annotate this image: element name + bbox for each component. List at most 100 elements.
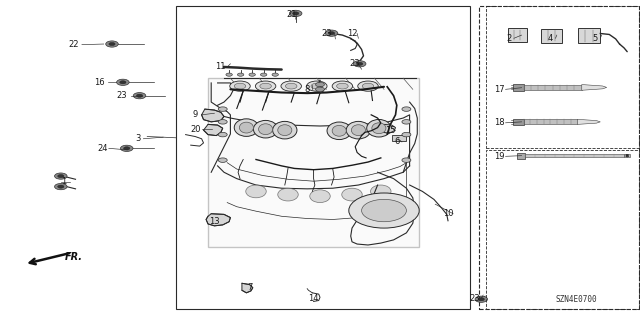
Circle shape bbox=[237, 73, 244, 76]
Bar bbox=[486, 6, 639, 148]
Text: 19: 19 bbox=[494, 152, 504, 161]
Ellipse shape bbox=[278, 188, 298, 201]
Circle shape bbox=[332, 81, 353, 91]
Bar bbox=[524, 119, 577, 124]
Text: 20: 20 bbox=[190, 125, 200, 134]
Circle shape bbox=[218, 120, 227, 124]
Circle shape bbox=[325, 30, 338, 36]
Circle shape bbox=[230, 81, 250, 91]
Circle shape bbox=[272, 73, 278, 76]
Circle shape bbox=[307, 81, 327, 91]
Circle shape bbox=[402, 107, 411, 111]
Text: 7: 7 bbox=[247, 283, 252, 292]
Circle shape bbox=[328, 32, 335, 35]
Circle shape bbox=[249, 73, 255, 76]
Ellipse shape bbox=[278, 125, 292, 136]
Text: 5: 5 bbox=[593, 34, 598, 43]
Bar bbox=[517, 153, 525, 159]
Circle shape bbox=[218, 158, 227, 162]
Ellipse shape bbox=[332, 125, 346, 136]
Ellipse shape bbox=[310, 190, 330, 203]
Circle shape bbox=[281, 81, 301, 91]
Ellipse shape bbox=[239, 122, 253, 133]
Bar bbox=[624, 154, 630, 157]
Polygon shape bbox=[242, 283, 253, 293]
Circle shape bbox=[260, 83, 271, 89]
Circle shape bbox=[58, 185, 64, 188]
Circle shape bbox=[362, 83, 374, 89]
Polygon shape bbox=[202, 109, 224, 122]
Circle shape bbox=[311, 83, 323, 89]
Circle shape bbox=[285, 83, 297, 89]
Circle shape bbox=[109, 42, 115, 46]
Circle shape bbox=[260, 73, 267, 76]
Polygon shape bbox=[582, 85, 607, 90]
Bar bbox=[479, 6, 639, 309]
Ellipse shape bbox=[351, 125, 365, 136]
Circle shape bbox=[402, 120, 411, 124]
Circle shape bbox=[353, 61, 366, 67]
Circle shape bbox=[58, 174, 64, 178]
Text: 3: 3 bbox=[135, 134, 140, 143]
Circle shape bbox=[316, 87, 324, 92]
Bar bbox=[524, 85, 582, 90]
Circle shape bbox=[356, 62, 363, 65]
Text: 16: 16 bbox=[94, 78, 104, 87]
Circle shape bbox=[218, 132, 227, 137]
Circle shape bbox=[234, 83, 246, 89]
Text: FR.: FR. bbox=[65, 252, 83, 262]
Bar bbox=[525, 154, 624, 157]
Circle shape bbox=[54, 183, 67, 190]
Circle shape bbox=[358, 81, 378, 91]
Polygon shape bbox=[577, 119, 600, 124]
Text: 9: 9 bbox=[193, 110, 198, 119]
Text: 23: 23 bbox=[350, 59, 360, 68]
Bar bbox=[208, 78, 419, 247]
Bar bbox=[513, 84, 524, 91]
Circle shape bbox=[626, 154, 628, 156]
Polygon shape bbox=[381, 124, 396, 133]
Ellipse shape bbox=[259, 124, 273, 135]
Text: 12: 12 bbox=[347, 29, 357, 38]
Bar bbox=[541, 28, 562, 43]
Ellipse shape bbox=[246, 185, 266, 198]
Text: 6: 6 bbox=[394, 137, 399, 146]
Circle shape bbox=[402, 158, 411, 162]
Ellipse shape bbox=[367, 119, 391, 137]
Polygon shape bbox=[206, 214, 230, 226]
Circle shape bbox=[337, 83, 348, 89]
Text: 15: 15 bbox=[385, 126, 396, 135]
Ellipse shape bbox=[273, 122, 297, 139]
Text: 14: 14 bbox=[308, 294, 319, 303]
Text: 4: 4 bbox=[548, 34, 553, 43]
Polygon shape bbox=[204, 124, 223, 136]
Bar bbox=[392, 135, 406, 141]
Circle shape bbox=[362, 199, 406, 222]
Ellipse shape bbox=[346, 122, 371, 139]
Bar bbox=[486, 150, 639, 309]
Text: SZN4E0700: SZN4E0700 bbox=[555, 295, 597, 304]
Text: 13: 13 bbox=[209, 217, 220, 226]
Text: 23: 23 bbox=[470, 294, 480, 303]
Circle shape bbox=[478, 298, 484, 301]
Circle shape bbox=[54, 173, 67, 179]
Text: 24: 24 bbox=[97, 144, 108, 153]
Ellipse shape bbox=[372, 123, 386, 134]
Text: 18: 18 bbox=[494, 118, 504, 127]
Circle shape bbox=[120, 145, 133, 152]
Ellipse shape bbox=[342, 188, 362, 201]
Ellipse shape bbox=[234, 119, 259, 137]
Ellipse shape bbox=[327, 122, 351, 140]
Bar bbox=[508, 28, 527, 42]
Text: 10: 10 bbox=[443, 209, 453, 218]
Circle shape bbox=[292, 12, 299, 15]
Text: 11: 11 bbox=[216, 63, 226, 71]
Circle shape bbox=[475, 296, 488, 302]
Text: 2: 2 bbox=[506, 34, 511, 43]
Circle shape bbox=[402, 132, 411, 137]
Bar bbox=[513, 119, 524, 125]
Circle shape bbox=[116, 79, 129, 85]
Bar bbox=[578, 28, 600, 43]
Circle shape bbox=[349, 193, 419, 228]
Text: 17: 17 bbox=[494, 85, 504, 94]
